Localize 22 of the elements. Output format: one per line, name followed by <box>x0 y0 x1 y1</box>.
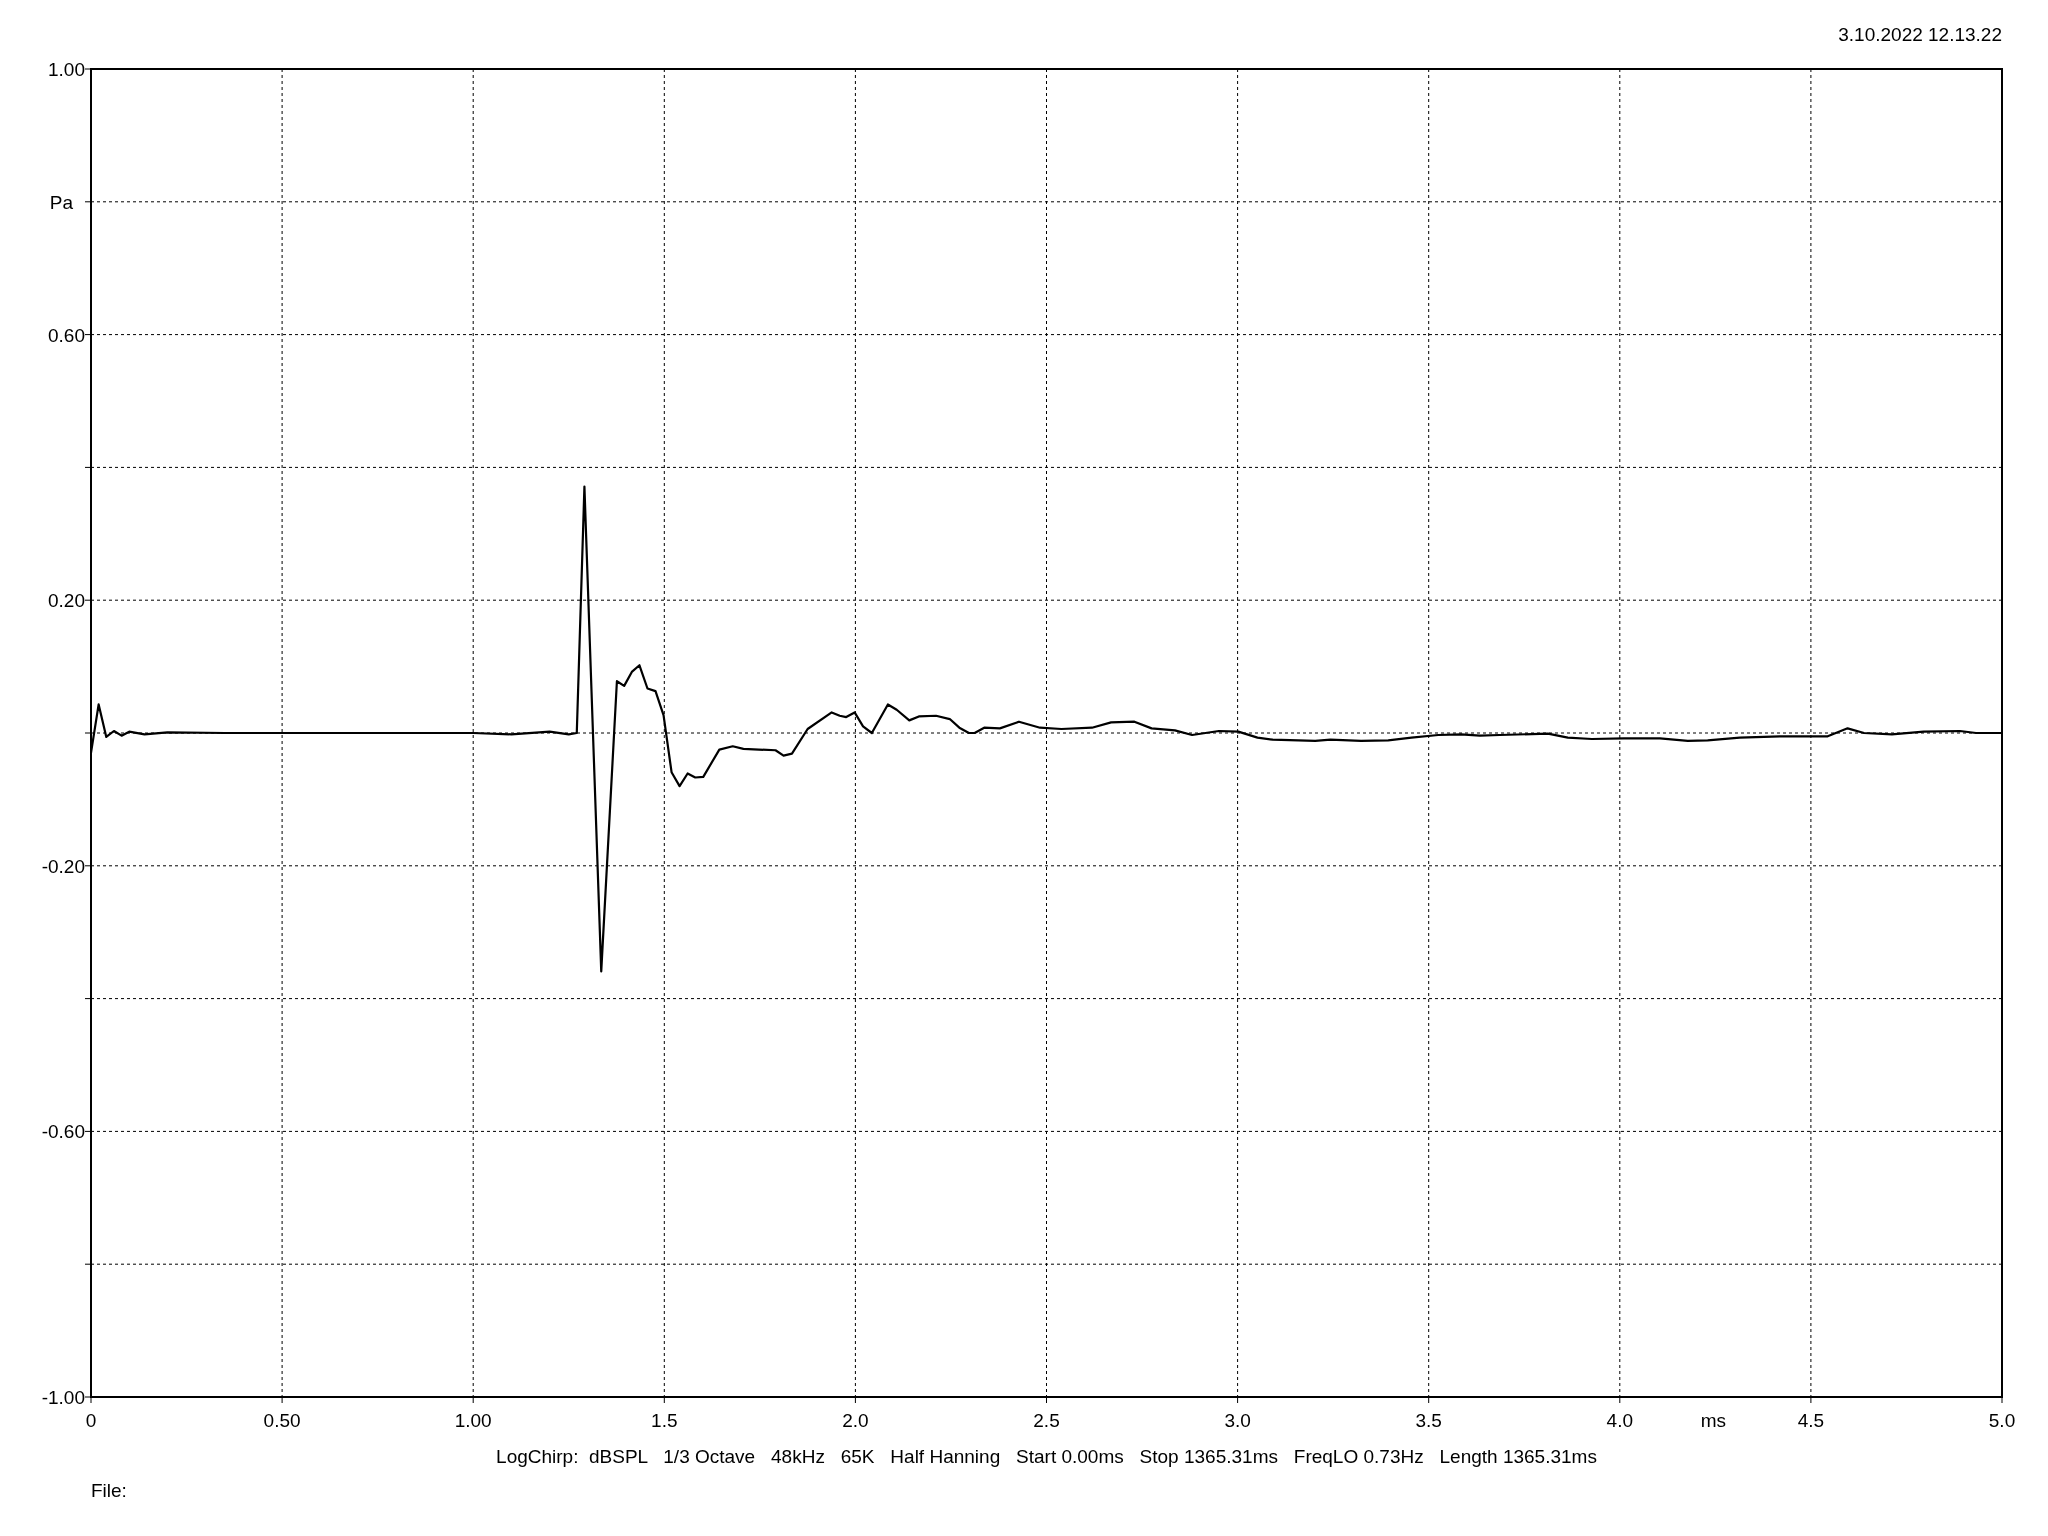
y-axis-title: Pa <box>49 191 74 213</box>
y-tick-label: 0.60 <box>48 324 85 346</box>
x-tick-label: 4.0 <box>1606 1410 1634 1431</box>
x-tick-label: 0.50 <box>263 1410 301 1431</box>
x-tick-label: 4.5 <box>1797 1410 1825 1431</box>
text: 3.10.2022 12.13.22 <box>1838 24 2002 45</box>
x-tick-label: 1.5 <box>651 1410 678 1431</box>
y-tick-label: -0.20 <box>41 855 85 877</box>
x-tick-label: 3.5 <box>1415 1410 1442 1431</box>
x-tick-label: 2.5 <box>1033 1410 1060 1431</box>
x-axis-title: ms <box>1700 1410 1727 1431</box>
y-tick-label: -0.60 <box>41 1121 85 1143</box>
x-tick-label: 3.0 <box>1224 1410 1251 1431</box>
x-tick-label: 5.0 <box>1988 1410 2016 1431</box>
y-tick-label: 1.00 <box>48 59 85 80</box>
x-tick-label: 1.00 <box>454 1410 492 1431</box>
text: File: <box>91 1480 127 1501</box>
x-tick-label: 2.0 <box>842 1410 869 1431</box>
text: LogChirp: dBSPL 1/3 Octave 48kHz 65K Half Hanning Start 0.00ms Stop 1365.31ms FreqLO 0.73Hz Length 1365.31ms <box>496 1446 1597 1467</box>
y-tick-label: -1.00 <box>41 1387 85 1408</box>
x-tick-label: 0 <box>85 1410 97 1431</box>
y-tick-label: 0.20 <box>48 590 85 612</box>
